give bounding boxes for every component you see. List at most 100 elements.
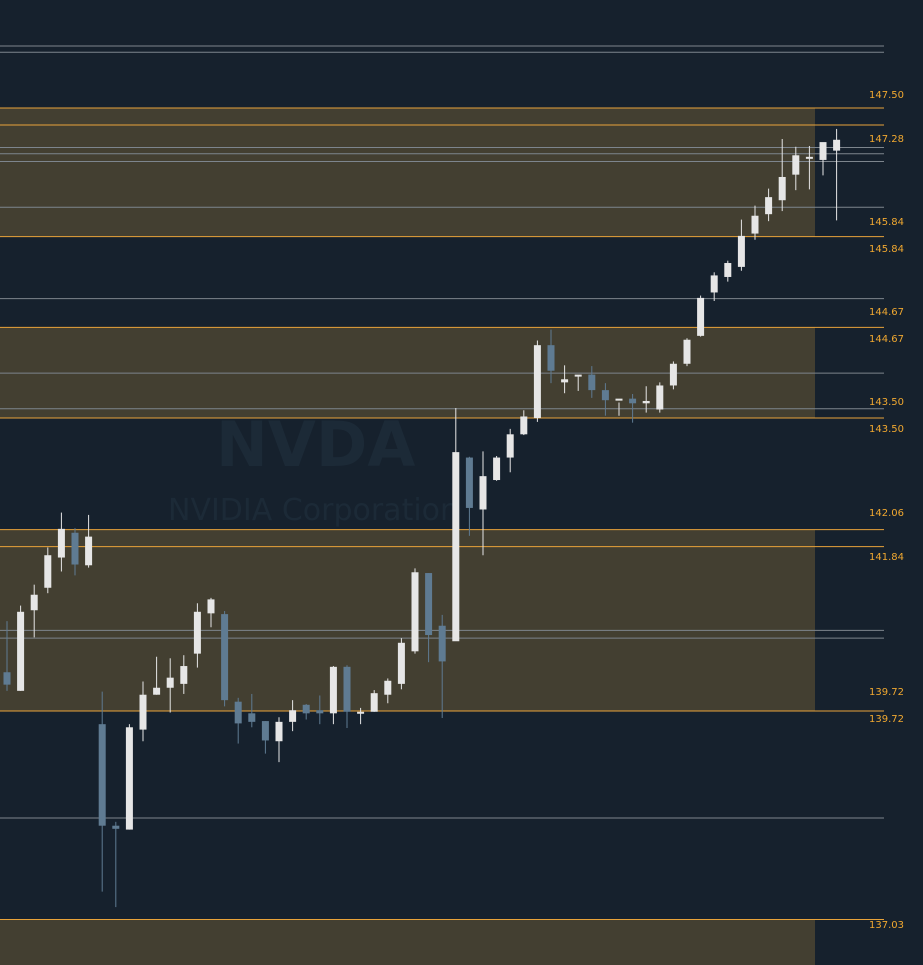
candle-body <box>370 693 378 712</box>
candle <box>370 690 378 712</box>
candle-body <box>778 176 786 201</box>
candle-body <box>452 452 460 642</box>
candle-body <box>248 713 256 722</box>
candle <box>207 597 215 628</box>
candle-body <box>166 677 174 688</box>
candle-body <box>357 711 365 714</box>
candle <box>479 451 487 556</box>
candle <box>261 721 269 754</box>
candle <box>44 547 52 594</box>
candle-body <box>656 385 664 410</box>
candle <box>221 611 229 707</box>
price-label: 137.03 <box>869 920 904 931</box>
candle-body <box>302 704 310 714</box>
candle-body <box>425 573 433 636</box>
candle-body <box>805 156 813 159</box>
candle-body <box>669 363 677 386</box>
candle <box>792 146 800 191</box>
candle <box>765 188 773 222</box>
candle-body <box>615 398 623 401</box>
zone-band-2 <box>0 529 815 711</box>
candle-body <box>465 457 473 508</box>
price-label-layer: 147.50 147.28 145.84 145.84 144.67 144.67 143.… <box>869 90 904 931</box>
candle <box>85 514 93 568</box>
price-label: 143.50 <box>869 424 904 435</box>
price-label: 145.84 <box>869 244 904 255</box>
candle <box>17 605 25 691</box>
candle-body <box>724 263 732 277</box>
candle-body <box>234 701 242 724</box>
candle-body <box>411 572 419 652</box>
candle-body <box>98 724 106 826</box>
candle <box>343 665 351 729</box>
candle <box>465 456 473 536</box>
candle <box>588 366 596 398</box>
candle <box>656 382 664 413</box>
price-label: 143.50 <box>869 397 904 408</box>
candle-body <box>289 710 297 722</box>
candle-body <box>710 275 718 293</box>
candle <box>357 707 365 725</box>
candle <box>520 410 528 436</box>
candle-body <box>85 536 93 566</box>
candle-body <box>833 139 841 151</box>
candle-body <box>520 416 528 435</box>
candle <box>329 666 337 725</box>
candle-body <box>547 345 555 371</box>
candle-body <box>819 142 827 160</box>
candle-body <box>493 457 501 481</box>
candle-body <box>751 215 759 234</box>
candle-body <box>506 434 514 458</box>
candle <box>3 621 11 691</box>
zone-band-0 <box>0 108 815 237</box>
candle-body <box>629 398 637 404</box>
watermark-company: NVIDIA Corporation <box>168 493 459 528</box>
candle <box>778 139 786 212</box>
candle <box>819 142 827 176</box>
candle <box>425 573 433 663</box>
candle <box>833 128 841 221</box>
candle <box>248 693 256 728</box>
price-label: 144.67 <box>869 334 904 345</box>
candle <box>289 700 297 732</box>
candle <box>737 219 745 271</box>
price-label: 142.06 <box>869 508 904 519</box>
candle <box>751 205 759 240</box>
candle-body <box>207 599 215 614</box>
candle <box>601 383 609 416</box>
candle <box>180 655 188 694</box>
price-label: 147.28 <box>869 134 904 145</box>
price-label: 145.84 <box>869 217 904 228</box>
candle <box>302 704 310 720</box>
candle-body <box>153 687 161 695</box>
candle <box>30 584 38 638</box>
price-label: 147.50 <box>869 90 904 101</box>
candle-body <box>125 727 133 830</box>
candle <box>805 145 813 190</box>
candle <box>57 512 65 572</box>
candle <box>438 614 446 718</box>
candle-body <box>193 611 201 654</box>
candle <box>506 428 514 473</box>
candle-body <box>683 339 691 364</box>
candle-body <box>30 594 38 611</box>
candle <box>316 695 324 725</box>
candle <box>615 398 623 416</box>
candle <box>493 456 501 481</box>
candle <box>574 374 582 391</box>
candle-body <box>737 235 745 267</box>
candle-body <box>343 666 351 712</box>
candle <box>397 638 405 690</box>
candle <box>275 717 283 763</box>
candle <box>629 393 637 423</box>
candle-body <box>533 345 541 419</box>
candle-layer <box>3 128 841 908</box>
price-label: 139.72 <box>869 714 904 725</box>
candle-body <box>316 710 324 714</box>
candle-body <box>792 155 800 175</box>
candle <box>125 724 133 830</box>
candle <box>153 656 161 695</box>
candle-body <box>438 625 446 662</box>
